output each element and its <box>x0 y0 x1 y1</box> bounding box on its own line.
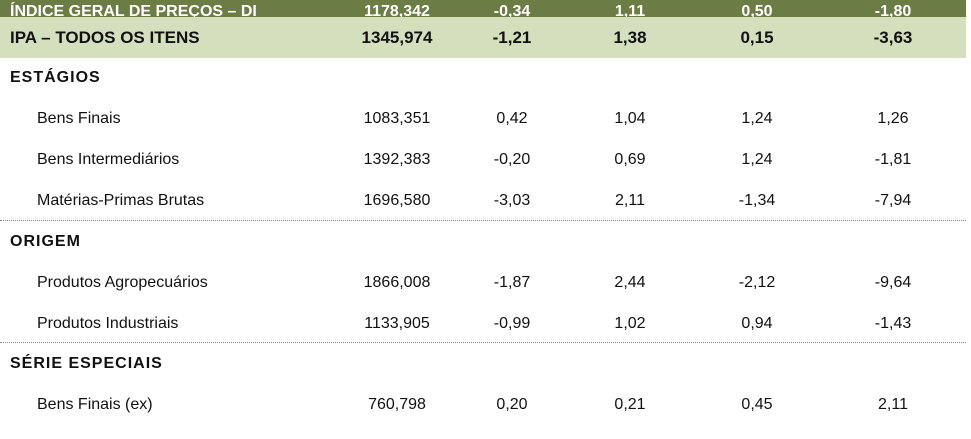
row-label: ÍNDICE GERAL DE PREÇOS – DI <box>10 3 257 20</box>
row-label: Produtos Agropecuários <box>37 274 208 291</box>
cell: -1,34 <box>738 192 776 209</box>
cell: -0,99 <box>493 315 531 332</box>
section-divider <box>0 220 966 221</box>
section-header: SÉRIE ESPECIAIS <box>0 344 966 384</box>
cell: 0,42 <box>496 110 528 127</box>
cell: -2,12 <box>738 274 776 291</box>
table-row: Produtos Industriais 1133,905 -0,99 1,02 0,9… <box>0 304 966 344</box>
cell: -1,81 <box>874 151 912 168</box>
cell: 1,24 <box>741 110 773 127</box>
cell: 1866,008 <box>363 274 431 291</box>
section-header: ORIGEM <box>0 222 966 262</box>
cell: 2,11 <box>615 192 645 209</box>
table-row-igp-di: ÍNDICE GERAL DE PREÇOS – DI 1178,342 -0,… <box>0 0 966 20</box>
cell: 1,11 <box>614 3 646 20</box>
row-label: Bens Intermediários <box>37 151 180 168</box>
cell: 1,38 <box>613 27 647 47</box>
cell: 1,24 <box>741 151 773 168</box>
cell: 0,20 <box>496 396 528 413</box>
cell: 1083,351 <box>363 110 431 127</box>
cell: 0,15 <box>740 27 774 47</box>
cell: 1133,905 <box>364 315 430 332</box>
table-row-ipa-total: IPA – TODOS OS ITENS 1345,974 -1,21 1,38… <box>0 17 966 58</box>
cell: 0,21 <box>614 396 646 413</box>
section-header: ESTÁGIOS <box>0 58 966 98</box>
cell: 0,45 <box>741 396 773 413</box>
cell: 1345,974 <box>361 27 433 47</box>
table-row: Bens Finais 1083,351 0,42 1,04 1,24 1,26 <box>0 99 966 139</box>
cell: -7,94 <box>874 192 912 209</box>
cell: 2,44 <box>614 274 646 291</box>
cell: -1,43 <box>874 315 912 332</box>
row-label: Matérias-Primas Brutas <box>37 192 205 209</box>
cell: -1,80 <box>874 3 912 20</box>
row-label: IPA – TODOS OS ITENS <box>10 27 200 47</box>
cell: 1392,383 <box>363 151 431 168</box>
cell: 1,04 <box>614 110 646 127</box>
cell: -9,64 <box>874 274 912 291</box>
row-label: Bens Finais (ex) <box>37 396 153 413</box>
section-title: ORIGEM <box>10 233 81 250</box>
cell: -3,03 <box>493 192 531 209</box>
cell: 1696,580 <box>363 192 431 209</box>
cell: 1178,342 <box>364 3 430 20</box>
table-row: Bens Intermediários 1392,383 -0,20 0,69 1,24… <box>0 140 966 180</box>
row-label: Produtos Industriais <box>37 315 179 332</box>
table-row: Bens Finais (ex) 760,798 0,20 0,21 0,45 2,11 <box>0 385 966 425</box>
cell: 0,50 <box>741 3 773 20</box>
cell: 0,94 <box>741 315 773 332</box>
cell: -0,20 <box>493 151 531 168</box>
section-title: ESTÁGIOS <box>10 69 101 86</box>
row-label: Bens Finais <box>37 110 121 127</box>
cell: 0,69 <box>614 151 646 168</box>
cell: -0,34 <box>493 3 531 20</box>
cell: -1,21 <box>492 27 532 47</box>
cell: 2,11 <box>878 396 908 413</box>
cell: -1,87 <box>493 274 531 291</box>
cell: 1,02 <box>614 315 646 332</box>
cell: -3,63 <box>873 27 913 47</box>
section-title: SÉRIE ESPECIAIS <box>10 355 163 372</box>
section-divider <box>0 342 966 343</box>
table-row: Produtos Agropecuários 1866,008 -1,87 2,44 -… <box>0 263 966 303</box>
cell: 1,26 <box>877 110 909 127</box>
table-row: Matérias-Primas Brutas 1696,580 -3,03 2,11 -… <box>0 181 966 221</box>
cell: 760,798 <box>368 396 426 413</box>
